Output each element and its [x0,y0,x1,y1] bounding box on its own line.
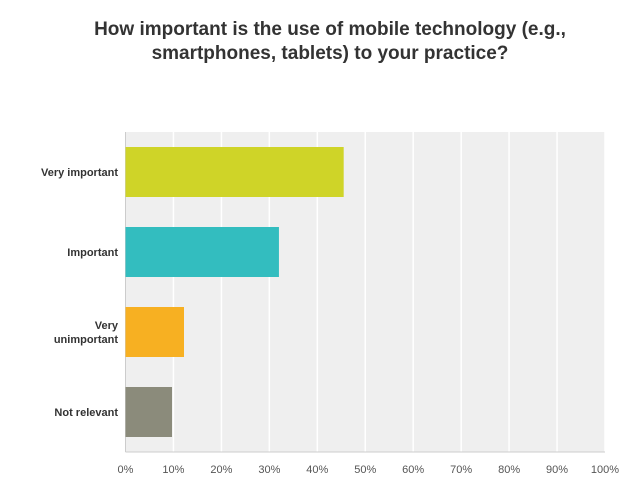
x-tick-label: 50% [354,464,376,476]
x-tick-label: 90% [546,464,568,476]
x-tick-label: 70% [450,464,472,476]
x-tick-label: 20% [210,464,232,476]
x-tick-label: 30% [258,464,280,476]
category-label: Important [67,247,118,259]
chart-title: How important is the use of mobile techn… [94,19,566,64]
category-label: Very unimportant [54,320,119,346]
bar-very-unimportant [125,307,184,357]
bar-not-relevant [125,387,173,437]
x-tick-label: 60% [402,464,424,476]
x-tick-label: 10% [162,464,184,476]
x-tick-label: 100% [591,464,619,476]
category-label: Not relevant [54,407,118,419]
bar-important [125,227,279,277]
x-tick-label: 0% [118,464,134,476]
bar-very-important [125,147,344,197]
x-tick-label: 40% [306,464,328,476]
x-tick-label: 80% [498,464,520,476]
category-label: Very important [41,167,118,179]
